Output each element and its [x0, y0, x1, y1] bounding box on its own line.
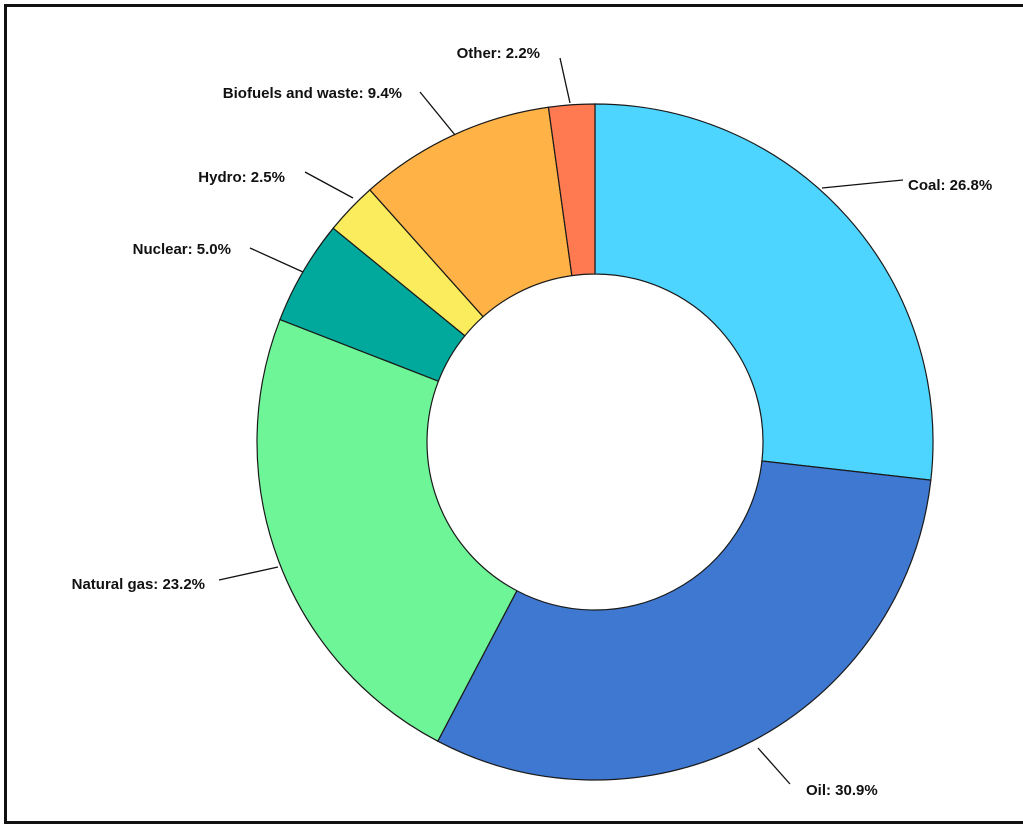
leader-line-coal — [821, 179, 904, 189]
slice-other — [547, 103, 596, 277]
label-nuclear: Nuclear: 5.0% — [133, 241, 231, 258]
chart-slices — [256, 103, 934, 781]
label-other: Other: 2.2% — [457, 45, 540, 62]
label-natural-gas: Natural gas: 23.2% — [72, 576, 205, 593]
leader-line-natural-gas — [218, 566, 279, 581]
leader-line-biofuels-and-waste — [419, 91, 456, 136]
label-biofuels-and-waste: Biofuels and waste: 9.4% — [223, 85, 402, 102]
leader-line-nuclear — [249, 247, 304, 273]
slice-natural-gas — [256, 318, 518, 743]
chart-labels: Coal: 26.8% Oil: 30.9% Natural gas: 23.2% N… — [72, 45, 993, 799]
label-coal: Coal: 26.8% — [908, 177, 992, 194]
leader-line-hydro — [304, 171, 354, 199]
label-oil: Oil: 30.9% — [806, 782, 878, 799]
slice-coal — [594, 103, 934, 481]
chart-leader-lines — [218, 57, 904, 785]
label-hydro: Hydro: 2.5% — [198, 169, 285, 186]
slice-oil — [436, 460, 932, 781]
leader-line-oil — [757, 747, 791, 785]
leader-line-other — [559, 57, 571, 104]
